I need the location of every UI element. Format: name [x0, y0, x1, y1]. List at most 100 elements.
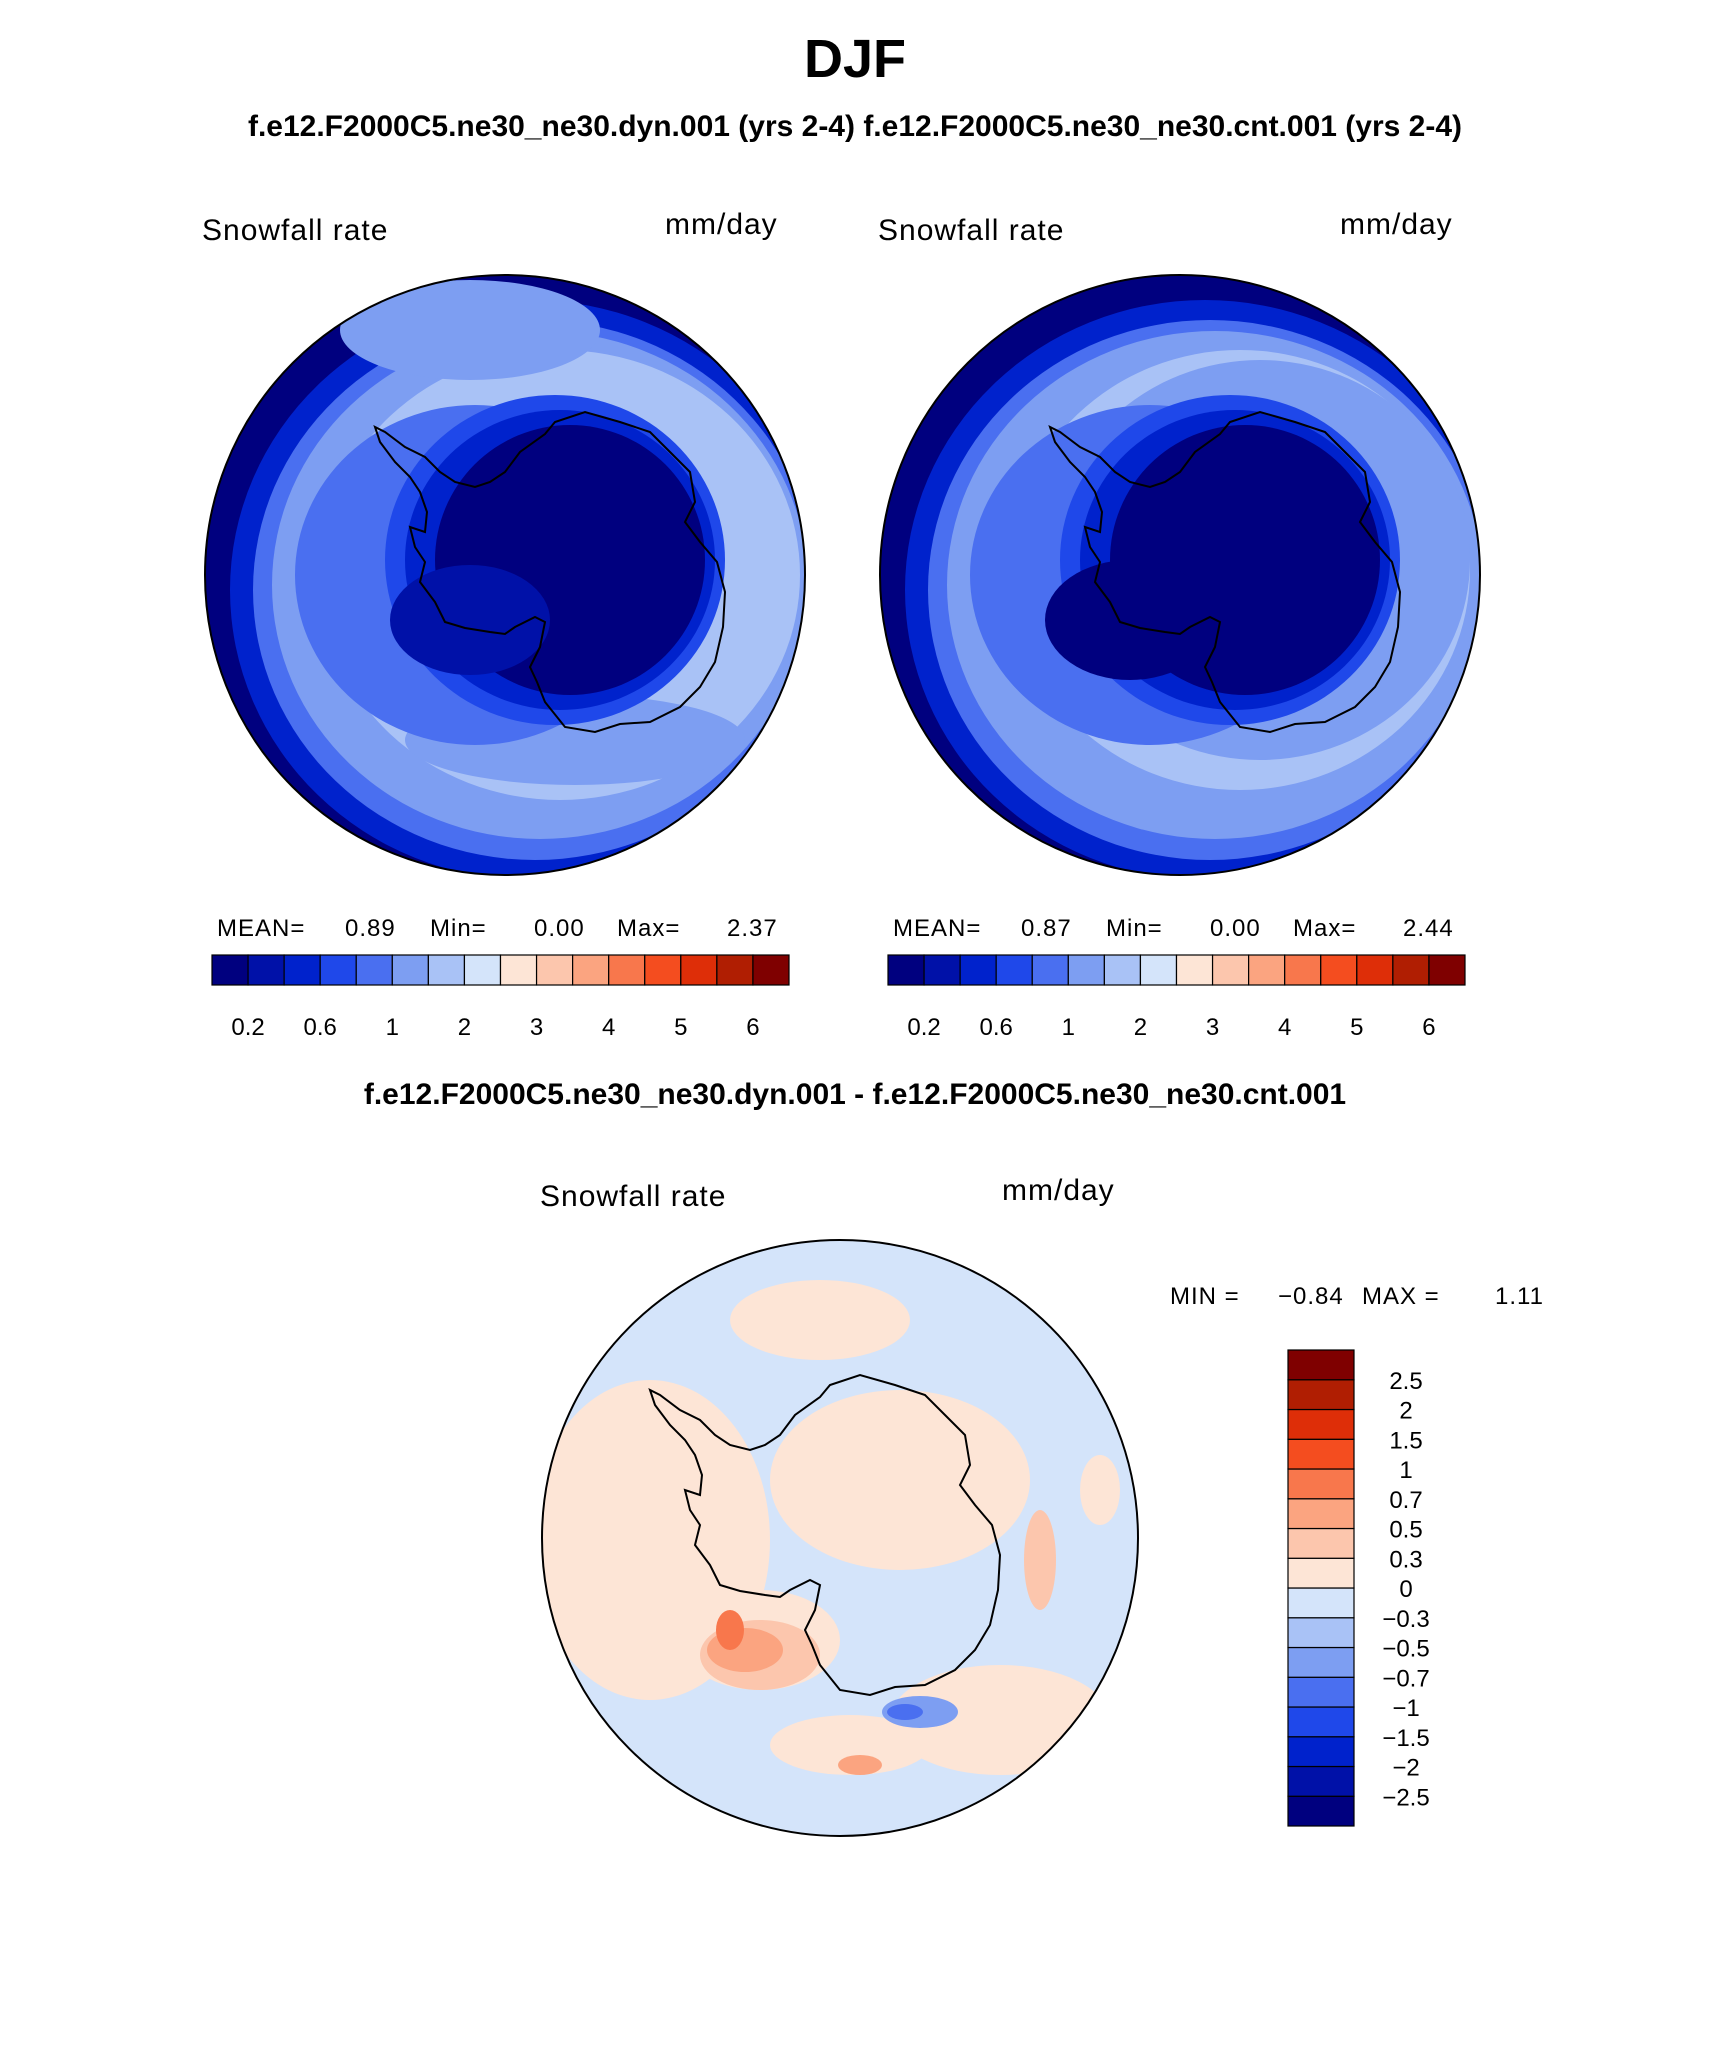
- panel2-colorbar-swatch: [923, 954, 961, 986]
- diff-min-value: −0.84: [1278, 1283, 1344, 1310]
- panel2-colorbar-swatch: [1139, 954, 1178, 986]
- panel2-colorbar-swatch: [1248, 954, 1286, 986]
- diff-colorbar-swatch: [1287, 1795, 1355, 1827]
- diff-variable-label: Snowfall rate: [540, 1180, 727, 1213]
- panel1-colorbar-swatch: [608, 954, 646, 986]
- panel1-colorbar-swatch: [499, 954, 538, 986]
- panel2-mean-label: MEAN=: [893, 915, 982, 942]
- panel2-colorbar-swatch: [1356, 954, 1394, 986]
- panel1-colorbar-tick-label: 3: [530, 1014, 543, 1041]
- diff-colorbar-swatch: [1287, 1706, 1355, 1738]
- panel1-colorbar-tick-label: 4: [602, 1014, 615, 1041]
- diff-colorbar-tick-label: −0.5: [1382, 1636, 1429, 1663]
- panel2-colorbar-tick-label: 3: [1206, 1014, 1219, 1041]
- panel2-min-label: Min=: [1106, 915, 1163, 942]
- diff-colorbar-swatch: [1287, 1349, 1355, 1381]
- panel2-colorbar-swatch: [1211, 954, 1250, 986]
- panel2-colorbar-tick-label: 6: [1422, 1014, 1435, 1041]
- panel2-colorbar-swatch: [1175, 954, 1214, 986]
- diff-colorbar-swatch: [1287, 1765, 1355, 1797]
- panel1-colorbar-swatch: [211, 954, 249, 986]
- panel2-colorbar-tick-label: 0.6: [980, 1014, 1013, 1041]
- panel2-colorbar-swatch: [959, 954, 997, 986]
- case-names-subtitle: f.e12.F2000C5.ne30_ne30.dyn.001 (yrs 2-4…: [247, 110, 1463, 143]
- panel1-min-label: Min=: [430, 915, 487, 942]
- diff-map: [541, 1239, 1139, 1837]
- panel1-colorbar-swatch: [427, 954, 466, 986]
- panel2-colorbar-tick-label: 1: [1062, 1014, 1075, 1041]
- panel2-colorbar-tick-label: 2: [1134, 1014, 1147, 1041]
- panel2-colorbar-tick-label: 5: [1350, 1014, 1363, 1041]
- diff-colorbar-swatch: [1287, 1736, 1355, 1768]
- diff-colorbar-swatch: [1287, 1498, 1355, 1530]
- panel2-mean-value: 0.87: [1021, 915, 1072, 942]
- diff-colorbar-tick-label: −0.3: [1382, 1606, 1429, 1633]
- panel2-colorbar-swatch: [1284, 954, 1322, 986]
- panel2-colorbar-swatch: [887, 954, 925, 986]
- diff-colorbar-swatch: [1287, 1468, 1355, 1500]
- diff-max-value: 1.11: [1495, 1283, 1544, 1310]
- panel1-colorbar-tick-label: 6: [746, 1014, 759, 1041]
- panel2-colorbar-swatch: [995, 954, 1033, 986]
- diff-colorbar-swatch: [1287, 1438, 1355, 1470]
- diff-colorbar-swatch: [1287, 1527, 1355, 1559]
- panel1-colorbar-swatch: [463, 954, 502, 986]
- diff-colorbar-swatch: [1287, 1379, 1355, 1411]
- panel1-colorbar-swatch: [644, 954, 682, 986]
- panel1-colorbar-swatch: [572, 954, 610, 986]
- panel2-units-label: mm/day: [1340, 208, 1453, 241]
- panel1-colorbar-swatch: [283, 954, 321, 986]
- panel2-min-value: 0.00: [1210, 915, 1261, 942]
- panel1-colorbar-swatch: [680, 954, 718, 986]
- diff-colorbar-swatch: [1287, 1676, 1355, 1708]
- panel2-colorbar-swatch: [1428, 954, 1466, 986]
- panel2-max-value: 2.44: [1403, 915, 1454, 942]
- panel2-variable-label: Snowfall rate: [878, 214, 1065, 247]
- panel1-colorbar-tick-label: 1: [386, 1014, 399, 1041]
- diff-colorbar-tick-label: 0.7: [1389, 1487, 1422, 1514]
- diff-colorbar-tick-label: −0.7: [1382, 1665, 1429, 1692]
- diff-colorbar-tick-label: 0: [1399, 1576, 1412, 1603]
- panel1-colorbar-swatch: [391, 954, 429, 986]
- panel1-colorbar-swatch: [535, 954, 574, 986]
- panel1-colorbar-swatch: [752, 954, 790, 986]
- panel1-colorbar-swatch: [319, 954, 357, 986]
- panel1-colorbar-swatch: [247, 954, 285, 986]
- diff-colorbar-tick-label: 0.3: [1389, 1546, 1422, 1573]
- diff-colorbar-swatch: [1287, 1557, 1355, 1589]
- diff-colorbar-swatch: [1287, 1617, 1355, 1649]
- panel1-colorbar-swatch: [355, 954, 393, 986]
- diff-colorbar-tick-label: −2: [1392, 1755, 1419, 1782]
- panel2-colorbar-tick-label: 0.2: [907, 1014, 940, 1041]
- panel1-colorbar-tick-label: 5: [674, 1014, 687, 1041]
- diff-colorbar-tick-label: 1.5: [1389, 1427, 1422, 1454]
- diff-units-label: mm/day: [1002, 1174, 1115, 1207]
- diff-colorbar-tick-label: 2.5: [1389, 1368, 1422, 1395]
- diff-min-label: MIN =: [1170, 1283, 1240, 1310]
- panel1-colorbar: 0.2 0.6 1 2 3 4 5 6: [211, 954, 790, 1041]
- diff-colorbar-tick-label: 2: [1399, 1398, 1412, 1425]
- panel2-colorbar-tick-label: 4: [1278, 1014, 1291, 1041]
- diff-colorbar-tick-label: 0.5: [1389, 1517, 1422, 1544]
- diff-colorbar: −2.5−2 −1.5 −1 −0.7−0.5 −0.3 0 0.30.5 0.7 1 1.52 2…: [1287, 1349, 1430, 1827]
- panel1-min-value: 0.00: [534, 915, 585, 942]
- panel2-map: [879, 274, 1481, 876]
- figure-title: DJF: [803, 29, 906, 89]
- panel1-mean-value: 0.89: [345, 915, 396, 942]
- panel1-variable-label: Snowfall rate: [202, 214, 389, 247]
- diff-colorbar-tick-label: −2.5: [1382, 1784, 1429, 1811]
- diff-colorbar-swatch: [1287, 1646, 1355, 1678]
- diff-colorbar-tick-label: −1.5: [1382, 1725, 1429, 1752]
- panel2-colorbar-swatch: [1031, 954, 1069, 986]
- diff-colorbar-tick-label: 1: [1399, 1457, 1412, 1484]
- diff-max-label: MAX =: [1362, 1283, 1440, 1310]
- diff-colorbar-swatch: [1287, 1587, 1355, 1619]
- panel1-colorbar-tick-label: 0.6: [304, 1014, 337, 1041]
- difference-subtitle: f.e12.F2000C5.ne30_ne30.dyn.001 - f.e12.…: [363, 1078, 1347, 1111]
- panel2-colorbar-swatch: [1103, 954, 1142, 986]
- panel1-mean-label: MEAN=: [217, 915, 306, 942]
- panel2-max-label: Max=: [1293, 915, 1357, 942]
- diff-colorbar-swatch: [1287, 1408, 1355, 1440]
- panel1-units-label: mm/day: [665, 208, 778, 241]
